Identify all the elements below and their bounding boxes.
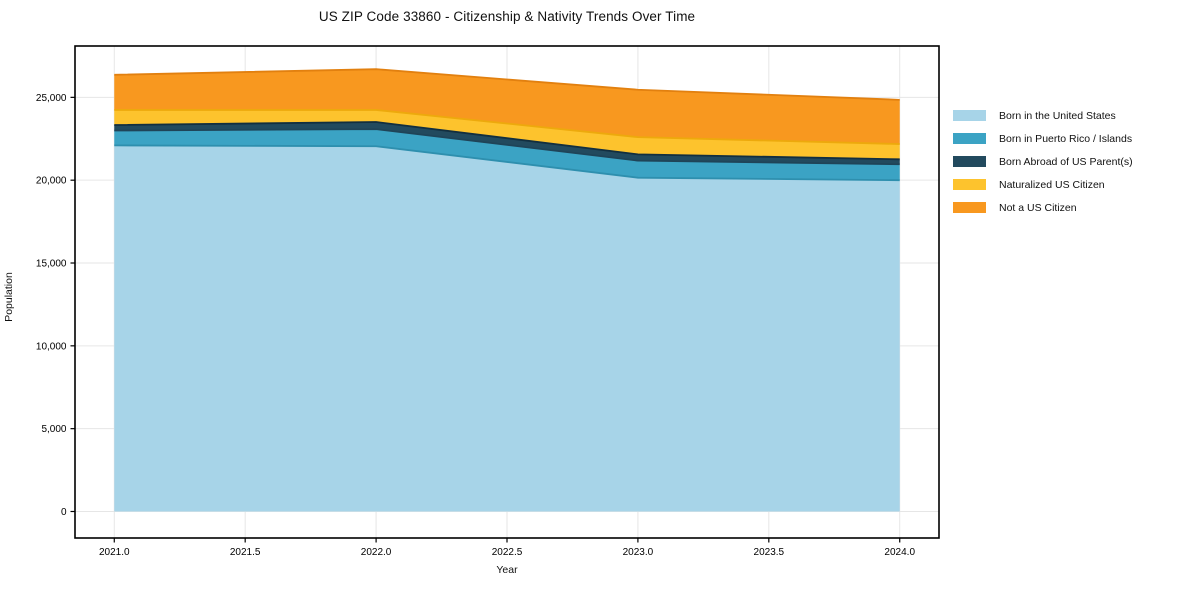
legend-item: Naturalized US Citizen <box>953 173 1133 196</box>
y-tick-label: 10,000 <box>36 341 67 352</box>
x-axis-label: Year <box>496 564 518 576</box>
legend-label: Born in the United States <box>999 109 1116 122</box>
chart-title: US ZIP Code 33860 - Citizenship & Nativi… <box>318 9 696 24</box>
legend-swatch <box>953 156 986 167</box>
area-edge-naturalized-us-citizen <box>114 109 900 145</box>
x-tick-label: 2022.0 <box>361 547 392 558</box>
y-tick-label: 20,000 <box>36 176 67 187</box>
x-tick-label: 2022.5 <box>492 547 523 558</box>
legend-item: Born in Puerto Rico / Islands <box>953 127 1133 150</box>
legend-swatch <box>953 202 986 213</box>
legend-item: Not a US Citizen <box>953 196 1133 219</box>
area-not-a-us-citizen <box>114 69 900 145</box>
legend-item: Born Abroad of US Parent(s) <box>953 150 1133 173</box>
x-tick-label: 2021.5 <box>230 547 261 558</box>
area-edge-born-in-puerto-rico-islands <box>114 128 900 166</box>
legend-label: Born Abroad of US Parent(s) <box>999 155 1133 168</box>
area-born-abroad-of-us-parent-s- <box>114 122 900 165</box>
y-tick-label: 5,000 <box>41 424 66 435</box>
legend-label: Not a US Citizen <box>999 201 1077 214</box>
area-edge-born-abroad-of-us-parent-s- <box>114 121 900 161</box>
area-edge-not-a-us-citizen <box>114 68 900 101</box>
legend-item: Born in the United States <box>953 104 1133 127</box>
legend-swatch <box>953 179 986 190</box>
y-tick-label: 15,000 <box>36 259 67 270</box>
x-tick-label: 2024.0 <box>884 547 915 558</box>
legend-swatch <box>953 110 986 121</box>
area-edge-born-in-the-united-states <box>114 144 900 182</box>
x-tick-label: 2021.0 <box>99 547 130 558</box>
y-tick-label: 0 <box>61 507 67 518</box>
area-born-in-the-united-states <box>114 145 900 512</box>
area-born-in-puerto-rico-islands <box>114 129 900 181</box>
x-tick-label: 2023.5 <box>754 547 785 558</box>
legend-label: Born in Puerto Rico / Islands <box>999 132 1133 145</box>
legend-swatch <box>953 133 986 144</box>
y-tick-label: 25,000 <box>36 93 67 104</box>
y-axis-label: Population <box>3 272 15 322</box>
legend: Born in the United States Born in Puerto … <box>953 104 1133 219</box>
legend-label: Naturalized US Citizen <box>999 178 1105 191</box>
x-tick-label: 2023.0 <box>623 547 654 558</box>
